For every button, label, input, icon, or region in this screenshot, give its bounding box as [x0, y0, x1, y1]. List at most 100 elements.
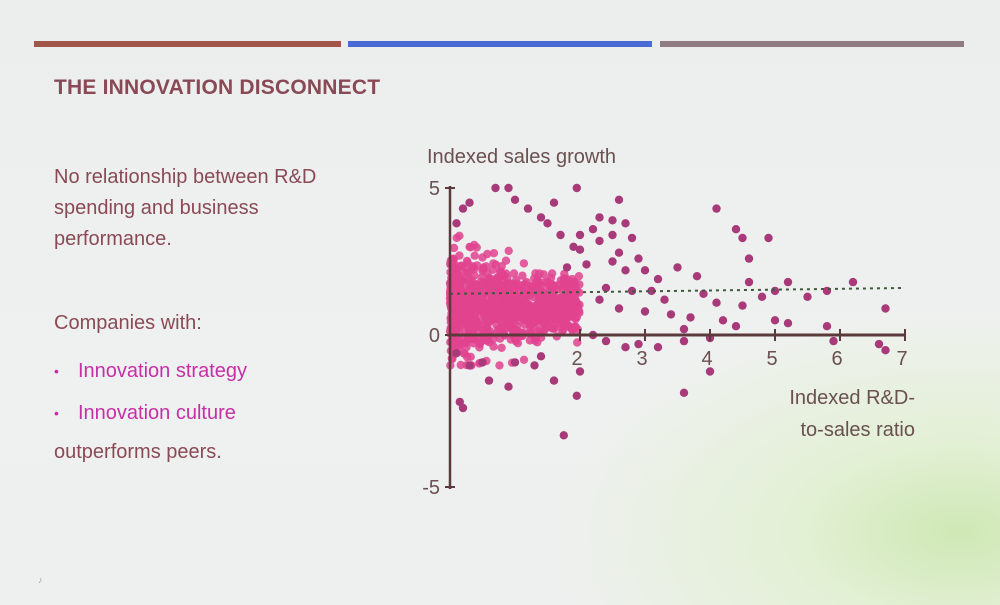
- data-point: [508, 315, 517, 325]
- data-point: [575, 230, 585, 240]
- axes-layer: 5 0 -5 2 3 4 5 6 7: [422, 178, 907, 499]
- data-point: [519, 355, 529, 364]
- data-point: [881, 304, 890, 313]
- data-point: [595, 213, 604, 222]
- bullet-list: • Innovation strategy • Innovation cultu…: [54, 350, 247, 434]
- data-point: [571, 296, 580, 306]
- data-point: [764, 233, 773, 243]
- data-point: [509, 269, 519, 278]
- data-point: [456, 321, 466, 330]
- data-point: [495, 361, 504, 370]
- data-point: [558, 326, 567, 336]
- data-point: [718, 316, 728, 325]
- data-point: [738, 301, 747, 310]
- data-point: [479, 278, 488, 287]
- data-point: [458, 204, 468, 213]
- data-point: [621, 219, 630, 228]
- data-point: [501, 324, 510, 333]
- y-tick-label: 0: [429, 325, 440, 347]
- data-point: [770, 316, 780, 325]
- description-paragraph: No relationship between R&D spending and…: [54, 166, 317, 250]
- data-point: [510, 195, 520, 204]
- x-tick-label: 7: [896, 348, 907, 370]
- data-point: [634, 339, 643, 349]
- data-point: [511, 304, 520, 313]
- data-point: [575, 288, 584, 297]
- data-point: [614, 248, 624, 257]
- data-point: [465, 198, 474, 207]
- data-point: [505, 281, 514, 290]
- data-point: [480, 300, 489, 309]
- data-point: [520, 306, 529, 316]
- x-tick-label: 5: [766, 348, 777, 370]
- data-point: [484, 376, 494, 385]
- slide-title: THE INNOVATION DISCONNECT: [54, 76, 381, 99]
- corner-mark: ♪: [38, 575, 43, 585]
- data-point: [572, 183, 581, 193]
- data-point: [536, 213, 546, 222]
- data-point: [491, 183, 500, 193]
- data-point: [519, 314, 528, 323]
- data-point: [666, 310, 676, 319]
- points-layer: [445, 183, 890, 440]
- data-point: [452, 349, 461, 358]
- data-point: [627, 233, 637, 243]
- data-point: [822, 322, 832, 331]
- closing-text: outperforms peers.: [54, 441, 222, 463]
- data-point: [504, 382, 513, 391]
- x-tick-label: 4: [701, 348, 712, 370]
- data-point: [699, 289, 708, 298]
- data-point: [495, 309, 504, 318]
- data-point: [614, 304, 624, 313]
- data-point: [608, 257, 617, 266]
- data-point: [530, 361, 539, 370]
- data-point: [504, 246, 513, 255]
- data-point: [829, 336, 838, 346]
- data-point: [466, 299, 475, 308]
- data-point: [738, 233, 747, 243]
- data-point: [486, 308, 495, 318]
- data-point: [731, 322, 741, 331]
- data-point: [712, 204, 721, 213]
- data-point: [556, 230, 565, 240]
- data-point: [848, 277, 858, 287]
- data-point: [543, 307, 552, 317]
- data-point: [562, 263, 572, 272]
- data-point: [488, 265, 497, 274]
- data-point: [574, 272, 584, 281]
- data-point: [531, 311, 540, 320]
- data-point: [582, 260, 591, 269]
- data-point: [565, 286, 575, 296]
- data-point: [526, 320, 535, 330]
- data-point: [504, 183, 513, 193]
- data-point: [547, 280, 556, 289]
- data-point: [572, 391, 581, 400]
- bullet-dot-icon: •: [54, 405, 59, 421]
- data-point: [640, 307, 650, 316]
- data-point: [575, 367, 585, 376]
- accent-bar-center: [348, 41, 652, 47]
- data-point: [518, 271, 527, 280]
- data-point: [524, 300, 533, 309]
- data-point: [881, 346, 890, 355]
- data-point: [495, 324, 505, 333]
- data-point: [640, 266, 650, 275]
- x-tick-label: 3: [636, 348, 647, 370]
- data-point: [874, 339, 884, 349]
- data-point: [621, 343, 630, 352]
- data-point: [783, 277, 793, 287]
- data-point: [571, 281, 580, 290]
- data-point: [731, 225, 741, 234]
- data-point: [601, 283, 611, 293]
- data-point: [679, 324, 689, 334]
- data-point: [458, 403, 468, 413]
- data-point: [621, 266, 630, 275]
- data-point: [538, 293, 547, 302]
- data-point: [470, 240, 479, 250]
- data-point: [546, 273, 556, 283]
- data-point: [549, 376, 559, 385]
- data-point: [614, 195, 624, 204]
- data-point: [458, 300, 468, 309]
- data-point: [458, 275, 467, 284]
- data-point: [744, 277, 754, 287]
